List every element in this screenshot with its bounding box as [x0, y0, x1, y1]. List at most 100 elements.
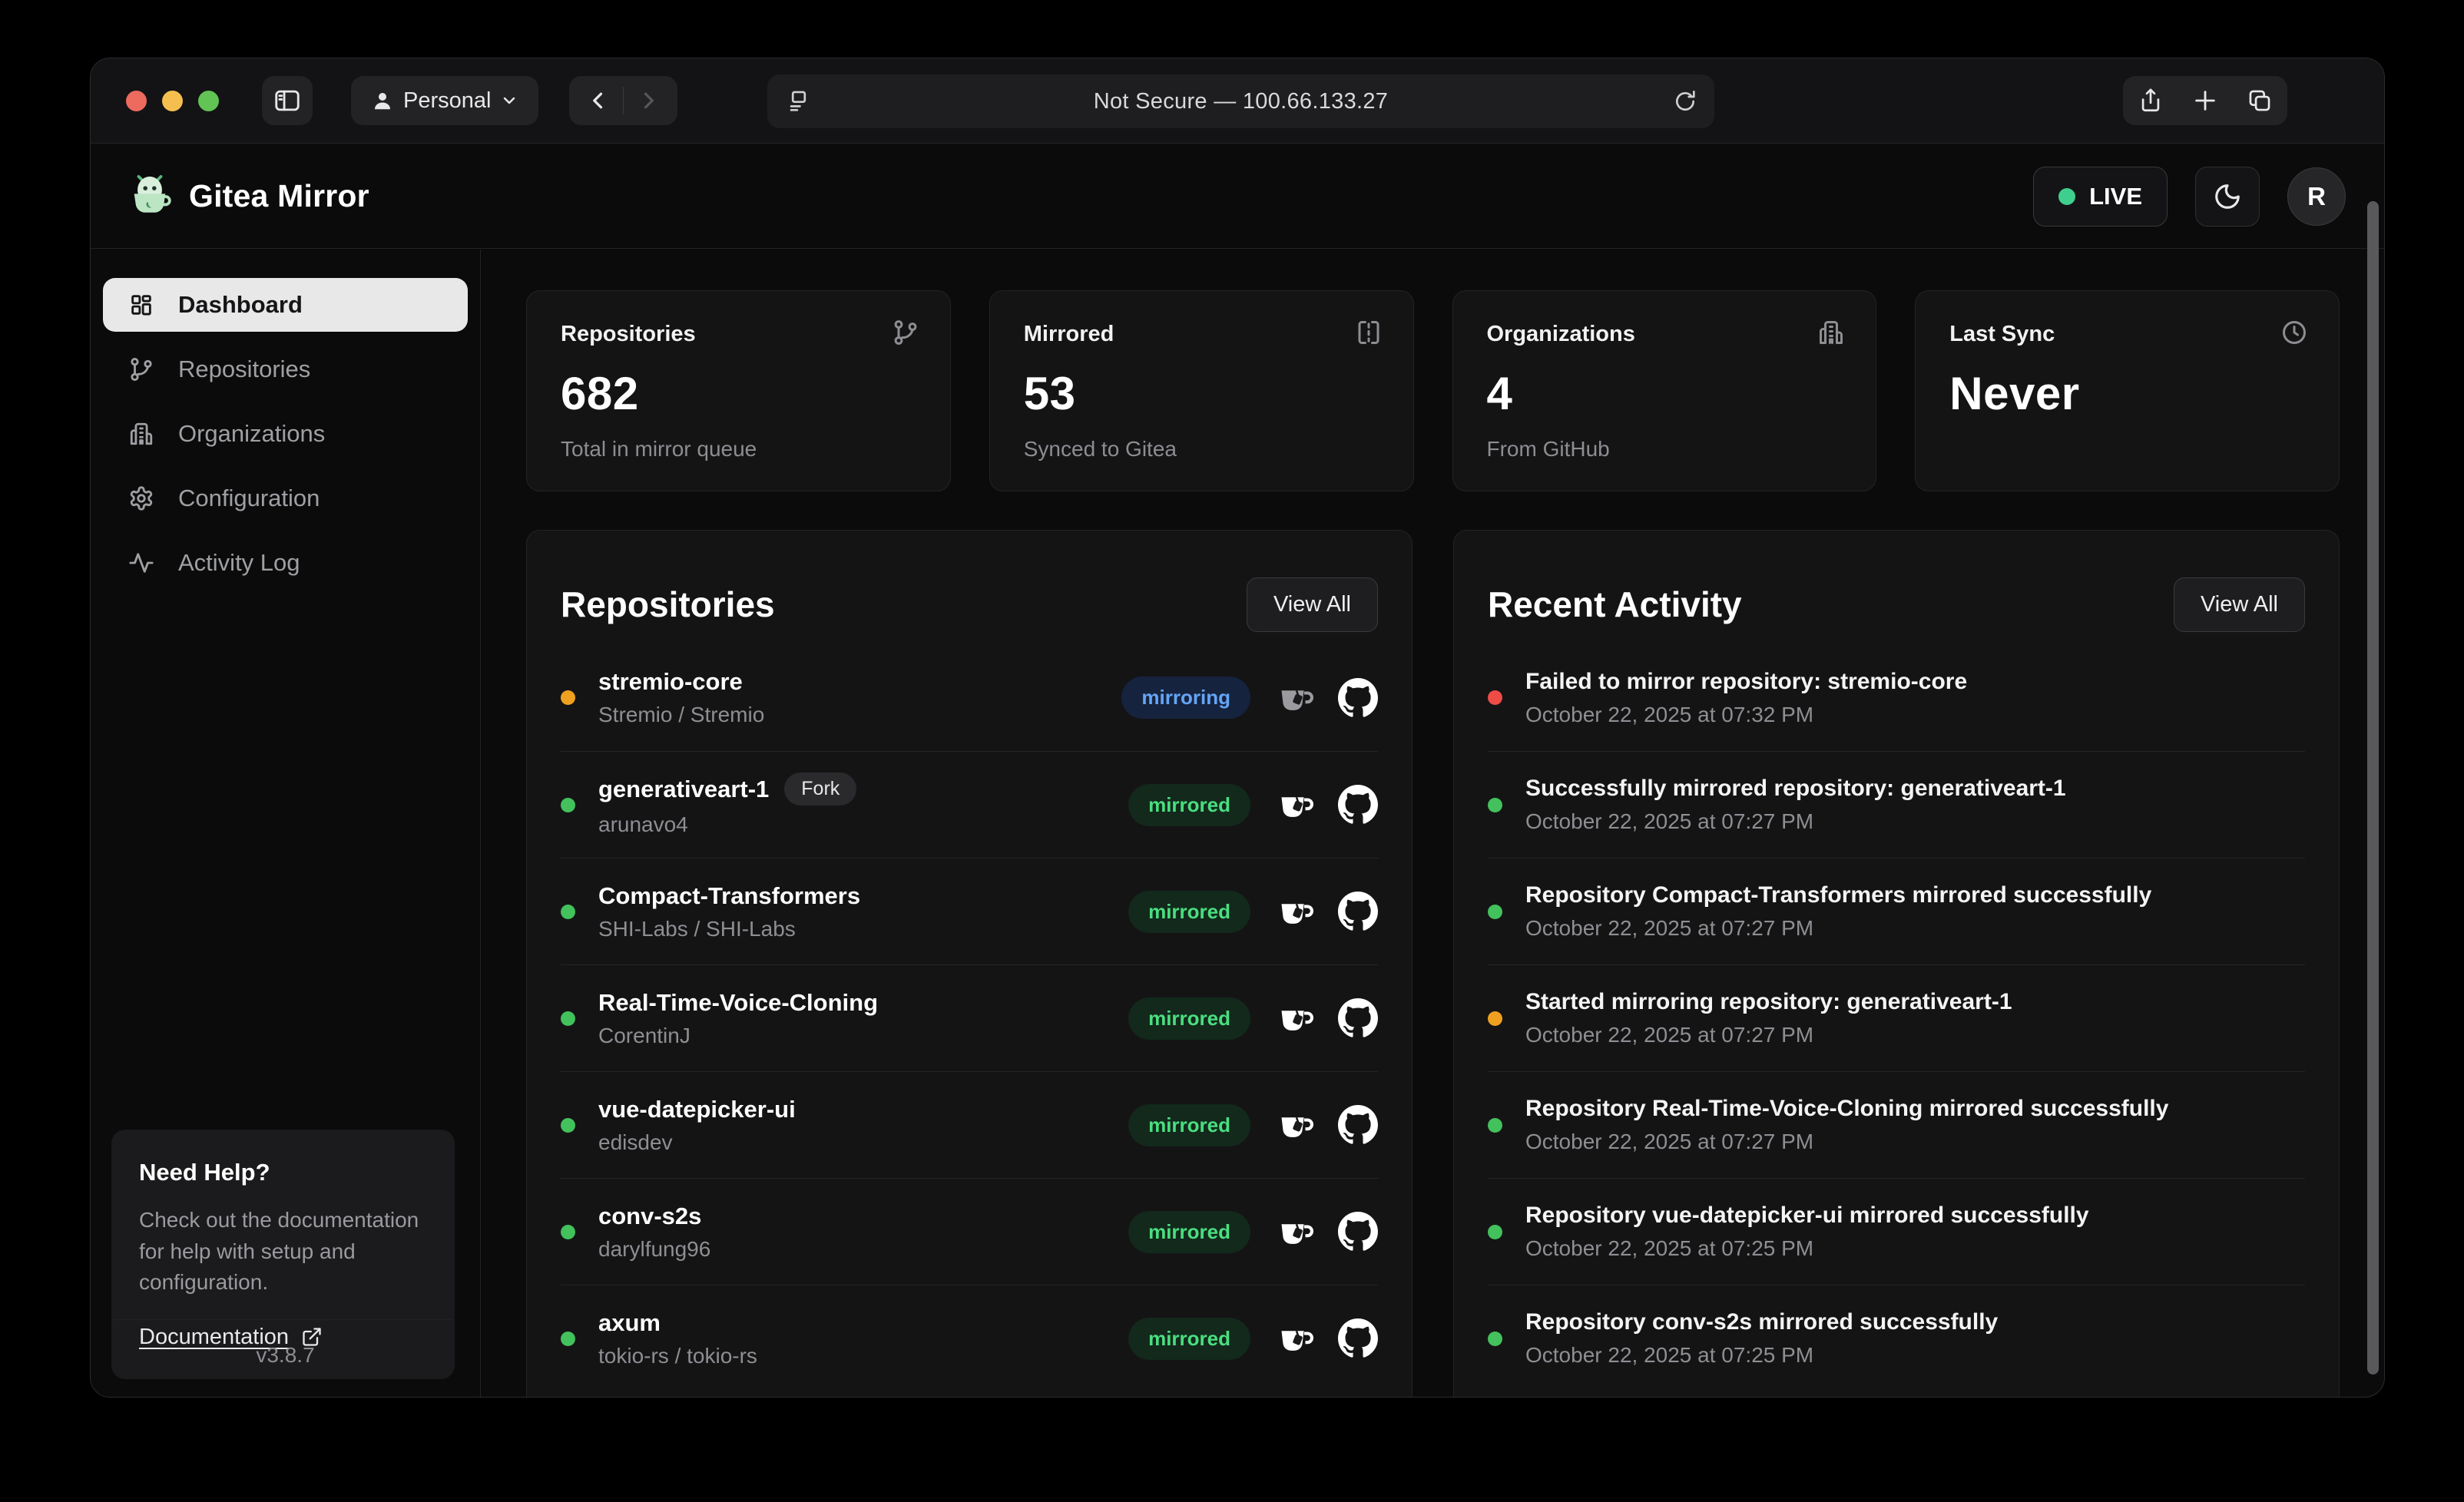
stat-card-mirrored: Mirrored 53 Synced to Gitea: [989, 290, 1414, 491]
zoom-window-button[interactable]: [198, 90, 219, 111]
gitea-link-icon[interactable]: [1277, 1212, 1316, 1252]
activity-status-dot: [1488, 797, 1502, 812]
repo-row[interactable]: stremio-core Stremio / Stremio mirroring: [561, 644, 1378, 751]
sidebar-footer-divider: [114, 1319, 452, 1320]
sidebar-item-label: Configuration: [178, 485, 320, 511]
repo-row[interactable]: axum tokio-rs / tokio-rs mirrored: [561, 1285, 1378, 1391]
stat-value: Never: [1949, 368, 2080, 419]
stat-card-last-sync: Last Sync Never: [1915, 290, 2340, 491]
activity-status-dot: [1488, 1011, 1502, 1026]
panel-title: Repositories: [561, 584, 775, 624]
activity-message: Repository conv-s2s mirrored successfull…: [1525, 1309, 1999, 1335]
close-window-button[interactable]: [126, 90, 147, 111]
brand[interactable]: Gitea Mirror: [128, 174, 369, 219]
sidebar: Dashboard Repositories Organizations: [91, 250, 481, 1397]
stat-value: 53: [1023, 368, 1076, 419]
git-branch-icon: [892, 319, 919, 346]
activity-item: Successfully mirrored repository: genera…: [1488, 751, 2305, 858]
sidebar-item-configuration[interactable]: Configuration: [103, 471, 468, 525]
github-link-icon[interactable]: [1338, 677, 1378, 718]
person-icon: [371, 89, 394, 112]
gitea-link-icon[interactable]: [1277, 1318, 1316, 1358]
activity-timestamp: October 22, 2025 at 07:25 PM: [1525, 1236, 1814, 1260]
forward-button[interactable]: [624, 76, 671, 125]
reload-icon[interactable]: [1673, 89, 1697, 114]
sidebar-item-repositories[interactable]: Repositories: [103, 342, 468, 396]
github-link-icon[interactable]: [1338, 1318, 1378, 1358]
repo-owner: Stremio / Stremio: [598, 703, 765, 726]
sidebar-item-organizations[interactable]: Organizations: [103, 407, 468, 461]
repo-owner: CorentinJ: [598, 1023, 691, 1047]
minimize-window-button[interactable]: [162, 90, 183, 111]
activity-timestamp: October 22, 2025 at 07:27 PM: [1525, 809, 1814, 833]
activity-message: Failed to mirror repository: stremio-cor…: [1525, 668, 1968, 694]
stat-label: Last Sync: [1949, 322, 2055, 346]
theme-toggle-button[interactable]: [2195, 166, 2260, 227]
help-body: Check out the documentation for help wit…: [139, 1208, 419, 1295]
gitea-link-icon[interactable]: [1277, 892, 1316, 931]
activity-view-all-button[interactable]: View All: [2173, 577, 2305, 632]
moon-icon: [2213, 182, 2242, 211]
repo-row[interactable]: generativeart-1 Fork arunavo4 mirrored: [561, 751, 1378, 858]
vertical-scrollbar[interactable]: [2367, 201, 2379, 1375]
github-link-icon[interactable]: [1338, 785, 1378, 825]
profile-label: Personal: [403, 88, 492, 113]
chevron-down-icon: [500, 91, 518, 110]
gitea-link-icon[interactable]: [1277, 785, 1316, 825]
toolbar-actions: [2123, 76, 2287, 125]
mirror-icon: [1355, 319, 1383, 346]
documentation-link[interactable]: Documentation: [139, 1325, 427, 1350]
repo-status-dot: [561, 690, 575, 705]
nav-separator: [623, 87, 624, 114]
activity-pulse-icon: [128, 550, 155, 576]
github-link-icon[interactable]: [1338, 998, 1378, 1038]
sidebar-item-dashboard[interactable]: Dashboard: [103, 278, 468, 332]
repo-row[interactable]: vue-datepicker-ui edisdev mirrored: [561, 1071, 1378, 1178]
share-icon[interactable]: [2138, 88, 2164, 114]
activity-timestamp: October 22, 2025 at 07:25 PM: [1525, 1343, 1814, 1367]
repo-status-dot: [561, 1117, 575, 1133]
back-button[interactable]: [575, 76, 623, 125]
repo-row[interactable]: conv-s2s darylfung96 mirrored: [561, 1178, 1378, 1285]
repo-status-badge: mirroring: [1121, 677, 1250, 719]
activity-item: Repository conv-s2s mirrored successfull…: [1488, 1285, 2305, 1391]
building-icon: [128, 421, 155, 447]
github-link-icon[interactable]: [1338, 892, 1378, 931]
repo-row[interactable]: Compact-Transformers SHI-Labs / SHI-Labs…: [561, 858, 1378, 964]
activity-item: Repository vue-datepicker-ui mirrored su…: [1488, 1178, 2305, 1285]
navigation-buttons: [569, 76, 678, 125]
user-avatar[interactable]: R: [2287, 167, 2346, 226]
activity-item: Repository Real-Time-Voice-Cloning mirro…: [1488, 1071, 2305, 1178]
repo-status-badge: mirrored: [1128, 890, 1250, 933]
avatar-letter: R: [2307, 181, 2326, 210]
tab-overview-icon[interactable]: [2247, 88, 2273, 114]
repo-name: conv-s2s: [598, 1202, 702, 1229]
sidebar-item-activity-log[interactable]: Activity Log: [103, 536, 468, 590]
page-format-icon[interactable]: [786, 88, 812, 114]
stat-value: 682: [561, 368, 639, 419]
activity-message: Repository Compact-Transformers mirrored…: [1525, 882, 2152, 908]
repositories-panel-header: Repositories View All: [561, 531, 1378, 644]
app-title: Gitea Mirror: [189, 178, 369, 213]
live-status-button[interactable]: LIVE: [2033, 166, 2168, 227]
repositories-panel: Repositories View All stremio-core Strem…: [526, 530, 1412, 1397]
gitea-link-icon[interactable]: [1277, 678, 1316, 718]
gitea-link-icon[interactable]: [1277, 1105, 1316, 1145]
help-title: Need Help?: [139, 1159, 270, 1186]
live-dot-icon: [2058, 187, 2076, 205]
activity-status-dot: [1488, 1331, 1502, 1346]
github-link-icon[interactable]: [1338, 1105, 1378, 1145]
github-link-icon[interactable]: [1338, 1212, 1378, 1252]
sidebar-toggle-button[interactable]: [262, 76, 313, 125]
header-actions: LIVE R: [2033, 166, 2346, 227]
repo-row[interactable]: Real-Time-Voice-Cloning CorentinJ mirror…: [561, 964, 1378, 1071]
repositories-view-all-button[interactable]: View All: [1246, 577, 1378, 632]
stat-card-repositories: Repositories 682 Total in mirror queue: [526, 290, 951, 491]
address-bar[interactable]: Not Secure — 100.66.133.27: [767, 74, 1714, 128]
gitea-link-icon[interactable]: [1277, 998, 1316, 1038]
app-header: Gitea Mirror LIVE R: [91, 144, 2384, 249]
profile-menu[interactable]: Personal: [351, 76, 539, 125]
stat-card-organizations: Organizations 4 From GitHub: [1452, 290, 1877, 491]
repo-owner: arunavo4: [598, 812, 688, 836]
new-tab-icon[interactable]: [2192, 88, 2218, 114]
